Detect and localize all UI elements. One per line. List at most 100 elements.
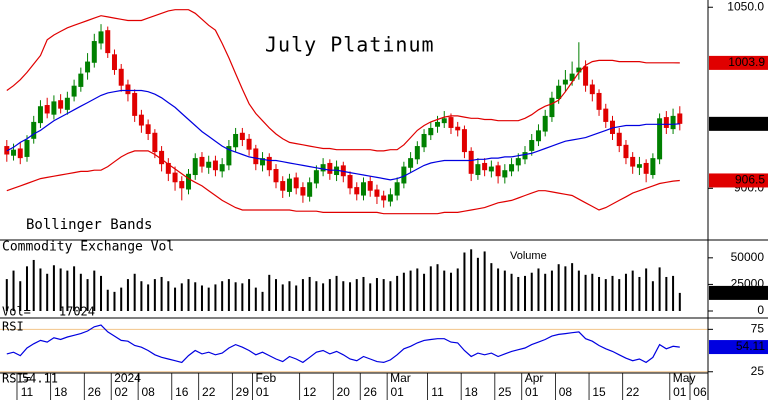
volume-bar xyxy=(19,281,22,311)
candle-body xyxy=(515,158,521,166)
volume-bar xyxy=(678,292,681,311)
volume-bar xyxy=(25,266,28,311)
volume-bar xyxy=(59,268,62,311)
candle-body xyxy=(85,61,91,73)
candle-body xyxy=(320,164,326,172)
volume-bar xyxy=(147,284,150,311)
candle-body xyxy=(596,92,602,110)
volume-bar xyxy=(207,287,210,311)
volume-bar xyxy=(39,268,42,311)
volume-bar xyxy=(604,279,607,311)
candle-body xyxy=(347,175,353,189)
value-box-label: 953.4 xyxy=(735,116,765,130)
series-line xyxy=(6,150,680,215)
candle-body xyxy=(414,146,420,160)
volume-bar xyxy=(665,276,668,311)
volume-bar xyxy=(335,275,338,311)
volume-bar xyxy=(503,270,506,311)
volume-bar xyxy=(436,264,439,311)
volume-bar xyxy=(389,281,392,311)
candle-body xyxy=(643,162,649,174)
candle-body xyxy=(105,30,111,54)
last-label: Vol= xyxy=(2,305,31,319)
series-line xyxy=(6,324,680,364)
volume-bar xyxy=(66,270,69,311)
volume-bar xyxy=(5,279,8,311)
volume-bar xyxy=(167,281,170,311)
y-tick-label: 50000 xyxy=(731,250,765,264)
candle-body xyxy=(280,181,286,191)
candle-body xyxy=(589,84,595,95)
candle-body xyxy=(31,121,37,139)
candle-body xyxy=(529,140,535,151)
volume-bar xyxy=(571,263,574,311)
volume-bar xyxy=(275,279,277,311)
volume-bar xyxy=(557,264,560,311)
volume-bar xyxy=(672,275,675,311)
last-label: RSI= xyxy=(2,372,31,386)
volume-bar xyxy=(611,275,614,311)
x-tick-label: 01 xyxy=(390,385,404,399)
value-box-label: 54.11 xyxy=(736,339,765,353)
candle-body xyxy=(192,158,198,176)
candle-body xyxy=(657,118,663,160)
candle-body xyxy=(394,182,400,196)
volume-bar xyxy=(396,275,399,311)
candle-body xyxy=(111,54,117,71)
candle-body xyxy=(206,161,212,168)
volume-bar xyxy=(254,287,257,311)
value-box-label: 906.5 xyxy=(735,173,765,187)
volume-bar xyxy=(241,283,244,311)
x-month-label: Mar xyxy=(390,371,411,385)
candle-body xyxy=(24,140,30,157)
volume-bar xyxy=(618,279,621,311)
volume-bar xyxy=(537,268,540,311)
candle-body xyxy=(58,100,64,109)
volume-bar xyxy=(463,252,466,311)
candle-body xyxy=(562,79,568,85)
volume-bar xyxy=(180,283,183,311)
x-tick-label: 11 xyxy=(431,385,444,399)
volume-bar xyxy=(268,274,271,311)
volume-bar xyxy=(221,281,224,311)
candle-body xyxy=(78,73,84,87)
candle-body xyxy=(246,138,252,150)
candle-body xyxy=(542,115,548,132)
candle-body xyxy=(630,156,636,167)
x-tick-label: 01 xyxy=(673,385,687,399)
volume-bar xyxy=(194,282,197,311)
candle-body xyxy=(381,195,387,201)
volume-bar xyxy=(174,287,177,311)
volume-bar xyxy=(355,279,358,311)
x-month-label: Apr xyxy=(525,371,544,385)
value-box-label: 1003.9 xyxy=(728,55,765,69)
volume-bar xyxy=(416,268,419,311)
volume-bar xyxy=(113,291,116,311)
candle-body xyxy=(583,66,589,86)
volume-bar xyxy=(530,272,533,311)
volume-bar xyxy=(638,276,641,311)
volume-bar xyxy=(409,270,412,311)
candle-body xyxy=(11,149,17,156)
value-box xyxy=(709,55,768,70)
candle-body xyxy=(455,126,461,131)
candle-body xyxy=(327,162,333,174)
candle-body xyxy=(482,162,488,171)
x-tick-label: 08 xyxy=(559,385,573,399)
candle-body xyxy=(408,158,414,168)
candle-body xyxy=(569,73,575,81)
x-tick-label: 22 xyxy=(202,385,216,399)
volume-bar xyxy=(214,284,217,311)
candle-body xyxy=(502,170,508,178)
value-box xyxy=(709,285,768,300)
panel-title: Commodity Exchange Vol xyxy=(2,240,174,255)
candle-body xyxy=(495,165,501,177)
volume-bar xyxy=(382,279,385,311)
candle-body xyxy=(616,132,622,147)
x-tick-label: 01 xyxy=(525,385,539,399)
volume-bar xyxy=(100,275,103,311)
x-tick-label: 18 xyxy=(464,385,478,399)
volume-bar xyxy=(517,276,520,311)
volume-bar xyxy=(227,279,230,311)
